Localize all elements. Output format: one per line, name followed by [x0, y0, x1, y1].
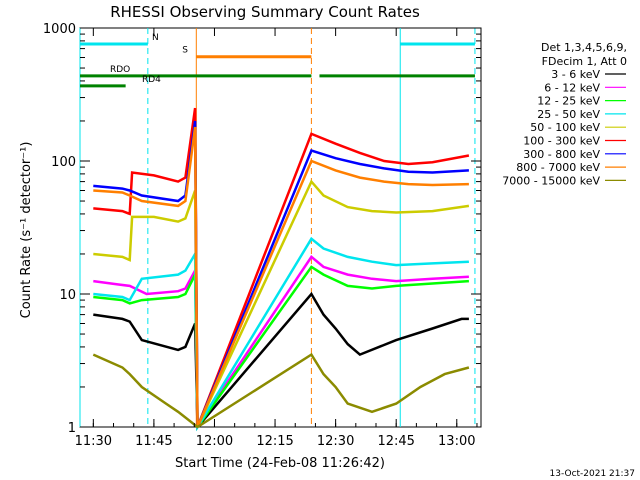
series-line: [93, 107, 470, 428]
x-tick-label: 12:00: [196, 434, 233, 449]
x-tick-label: 11:45: [135, 434, 172, 449]
legend-entry-label: 800 - 7000 keV: [516, 161, 600, 174]
legend-entry-label: 50 - 100 keV: [530, 121, 600, 134]
legend-header-line: Det 1,3,4,5,6,9,: [541, 41, 627, 54]
legend-entry-label: 3 - 6 keV: [551, 68, 600, 81]
segment-rdo-label: RDO: [110, 65, 130, 75]
x-tick-label: 12:30: [317, 434, 354, 449]
y-axis-label: Count Rate (s⁻¹ detector⁻¹): [19, 142, 34, 319]
series-line: [93, 291, 469, 431]
y-axis-ticks: 1 10 100 1000: [43, 22, 481, 436]
footer-date: 13-Oct-2021 21:37: [550, 469, 635, 479]
segment-s-label: S: [182, 46, 188, 56]
segment-n-label: N: [152, 33, 159, 43]
y-tick-label: 1: [68, 421, 76, 436]
series-line: [92, 352, 470, 429]
y-tick-label: 1000: [43, 22, 76, 37]
legend-header-line: FDecim 1, Att 0: [542, 55, 627, 68]
x-tick-label: 12:15: [256, 434, 293, 449]
y-tick-label: 100: [51, 155, 76, 170]
x-axis-ticks: 11:30 11:45 12:00 12:15 12:30 12:45 13:00: [75, 28, 478, 449]
series-lines: [92, 107, 470, 432]
legend: Det 1,3,4,5,6,9,FDecim 1, Att 03 - 6 keV…: [502, 41, 627, 187]
legend-entry-label: 6 - 12 keV: [544, 81, 600, 94]
series-line: [93, 120, 469, 428]
series-line: [93, 236, 469, 432]
segment-rd4-label: RD4: [142, 75, 161, 85]
x-axis-label: Start Time (24-Feb-08 11:26:42): [175, 456, 385, 471]
legend-entry-label: 12 - 25 keV: [537, 95, 600, 108]
legend-entry-label: 100 - 300 keV: [523, 135, 600, 148]
status-vlines: [79, 28, 476, 427]
x-tick-label: 13:00: [438, 434, 475, 449]
y-tick-label: 10: [59, 288, 76, 303]
legend-entry-label: 300 - 800 keV: [523, 148, 600, 161]
x-tick-label: 11:30: [75, 434, 112, 449]
chart-title: RHESSI Observing Summary Count Rates: [110, 3, 420, 21]
legend-entry-label: 25 - 50 keV: [537, 108, 600, 121]
status-segments: N S RDO RD4: [80, 33, 475, 88]
legend-entry-label: 7000 - 15000 keV: [502, 174, 600, 187]
x-tick-label: 12:45: [377, 434, 414, 449]
